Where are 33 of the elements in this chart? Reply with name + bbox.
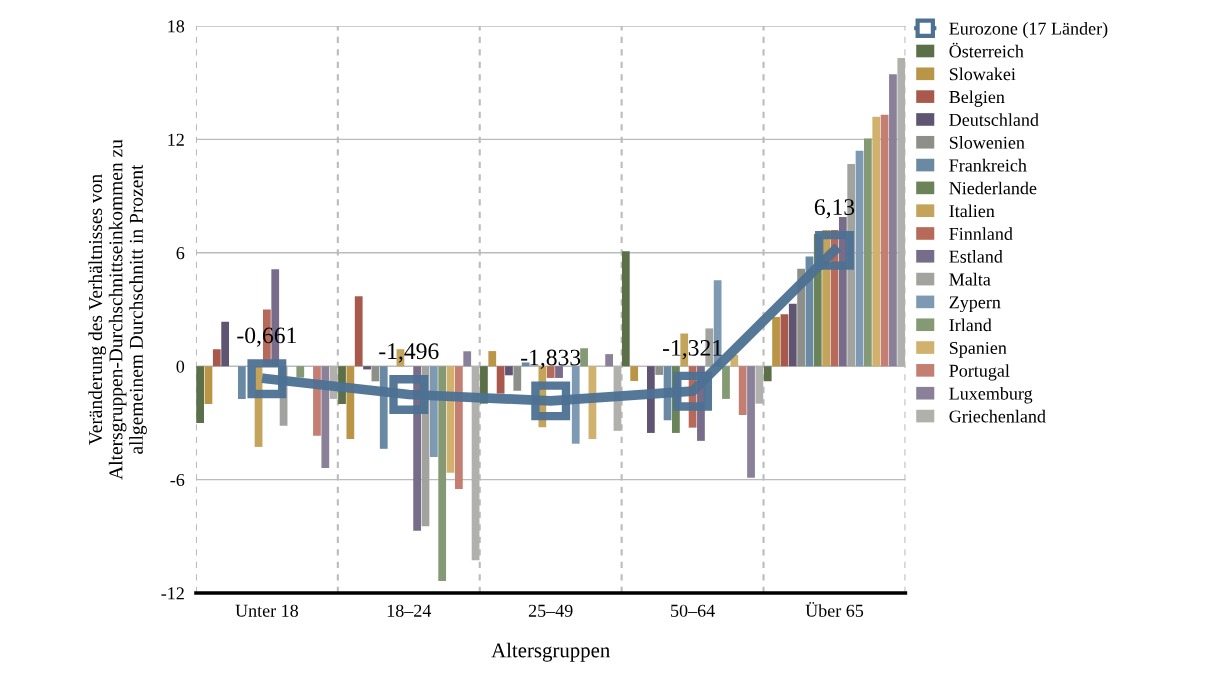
data-label: 6,13 xyxy=(814,199,855,219)
legend-label: Frankreich xyxy=(949,158,1027,172)
legend-label: Irland xyxy=(949,318,992,332)
legend-label: Portugal xyxy=(949,364,1010,381)
legend-label: Zypern xyxy=(949,296,1001,313)
legend-label: Deutschland xyxy=(949,113,1039,126)
legend-label: Italien xyxy=(949,204,995,218)
x-tick-label: Über 65 xyxy=(805,602,864,617)
y-tick-label: 12 xyxy=(168,133,184,146)
x-axis-title: Altersgruppen xyxy=(491,642,610,662)
legend-label: Belgien xyxy=(949,90,1005,107)
x-tick-label: 18–24 xyxy=(387,604,432,617)
legend-label: Malta xyxy=(949,272,991,286)
legend-label: Griechenland xyxy=(949,409,1046,423)
legend-label: Luxemburg xyxy=(949,386,1033,404)
legend-label: Slowenien xyxy=(949,136,1025,149)
legend-label: Niederlande xyxy=(949,181,1037,195)
y-axis-title: Veränderung des Verhältnisses von Altersgruppen-Durchschnittseinkommen zu allgemeinem Durchschnitt in Prozent xyxy=(88,139,147,480)
x-tick-label: 25–49 xyxy=(528,604,573,617)
y-tick-label: 0 xyxy=(176,360,185,373)
x-tick-label: 50–64 xyxy=(671,604,715,617)
legend-label: Finnland xyxy=(949,227,1013,240)
y-tick-label: -6 xyxy=(170,473,185,487)
legend-label: Estland xyxy=(949,250,1003,263)
y-tick-label: 6 xyxy=(176,247,185,260)
y-tick-label: -12 xyxy=(161,587,184,600)
x-tick-label: Unter 18 xyxy=(235,604,299,617)
legend-label: Eurozone (17 Länder) xyxy=(949,21,1108,39)
legend-label: Slowakei xyxy=(949,67,1016,81)
y-tick-label: 18 xyxy=(168,20,185,33)
legend-label: Österreich xyxy=(949,42,1024,58)
data-label: -1,833 xyxy=(521,349,581,369)
legend-label: Spanien xyxy=(949,341,1007,358)
